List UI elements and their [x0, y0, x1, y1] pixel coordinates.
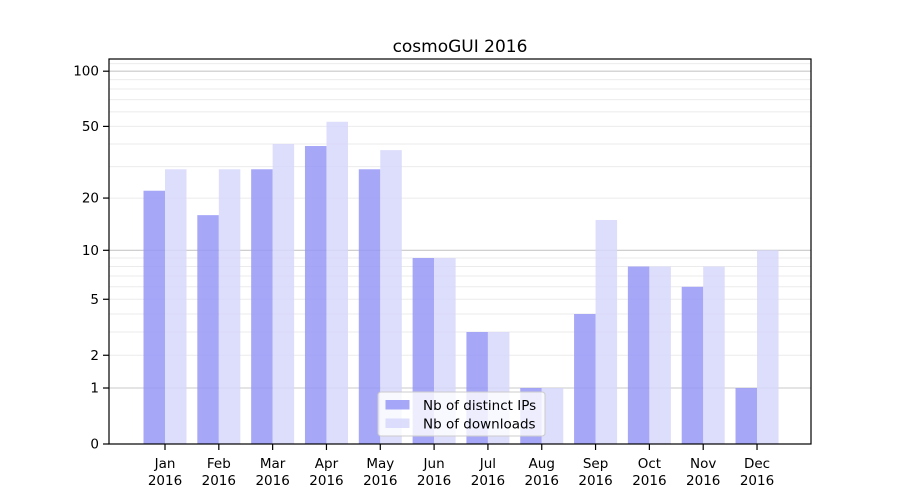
x-tick-label-year: 2016 [740, 473, 774, 489]
bar-downloads-mar [272, 144, 295, 444]
plot-border [108, 58, 812, 445]
x-tick-label-year: 2016 [578, 473, 612, 489]
y-tick-label: 20 [82, 191, 99, 207]
x-tick-label-year: 2016 [525, 473, 559, 489]
bar-distinct-ips-mar [251, 169, 273, 445]
legend-swatch-downloads [385, 418, 410, 428]
bar-downloads-nov [703, 266, 725, 444]
bar-downloads-may [380, 150, 402, 444]
x-tick-label-month: Aug [529, 456, 555, 472]
x-tick-label-year: 2016 [471, 473, 505, 489]
x-tick-label-month: Apr [315, 456, 339, 472]
x-tick-label-month: Jul [479, 456, 496, 472]
y-tick-label: 50 [82, 119, 99, 135]
x-tick-label-year: 2016 [686, 473, 720, 489]
x-tick-label-year: 2016 [255, 473, 289, 489]
bar-downloads-jan [165, 169, 187, 445]
y-tick-label: 5 [90, 292, 99, 308]
legend-label-downloads: Nb of downloads [423, 417, 536, 433]
x-tick-label-year: 2016 [148, 473, 182, 489]
chart-title: cosmoGUI 2016 [393, 37, 528, 57]
bar-downloads-dec [757, 250, 779, 444]
x-tick-label-month: Oct [638, 456, 661, 472]
x-tick-label-year: 2016 [417, 473, 451, 489]
x-tick-label-month: Dec [744, 456, 770, 472]
y-tick-label: 0 [90, 437, 99, 453]
x-tick-label-year: 2016 [363, 473, 397, 489]
y-tick-label: 1 [90, 381, 99, 397]
legend-label-distinct-ips: Nb of distinct IPs [423, 398, 536, 414]
bar-distinct-ips-sep [574, 313, 596, 444]
legend: Nb of distinct IPs Nb of downloads [377, 391, 546, 437]
bar-downloads-sep [595, 220, 618, 444]
x-tick-label-month: Jan [154, 456, 176, 472]
x-tick-label-month: Nov [690, 456, 716, 472]
legend-box [377, 391, 546, 437]
y-tick-label: 2 [90, 348, 99, 364]
bar-distinct-ips-dec [735, 388, 758, 444]
x-tick-label-month: Jun [423, 456, 445, 472]
bar-downloads-apr [326, 121, 348, 445]
tick-layer: 0125102050100Jan2016Feb2016Mar2016Apr201… [73, 64, 774, 489]
bar-distinct-ips-feb [197, 215, 219, 444]
x-tick-label-month: Feb [207, 456, 231, 472]
y-tick-label: 100 [73, 64, 99, 80]
x-tick-label-year: 2016 [309, 473, 343, 489]
x-tick-label-year: 2016 [632, 473, 666, 489]
x-tick-label-month: May [366, 456, 394, 472]
bar-downloads-aug [541, 388, 564, 444]
y-tick-label: 10 [82, 243, 99, 259]
bar-distinct-ips-apr [304, 146, 327, 444]
legend-swatch-distinct-ips [385, 400, 410, 410]
bar-distinct-ips-nov [681, 286, 704, 444]
bar-distinct-ips-may [358, 169, 381, 445]
x-tick-label-month: Mar [260, 456, 286, 472]
bar-downloads-oct [649, 266, 671, 444]
bar-distinct-ips-oct [627, 266, 650, 444]
x-tick-label-year: 2016 [202, 473, 236, 489]
x-tick-label-month: Sep [583, 456, 608, 472]
bar-downloads-feb [218, 169, 241, 445]
bar-distinct-ips-jan [143, 190, 165, 444]
